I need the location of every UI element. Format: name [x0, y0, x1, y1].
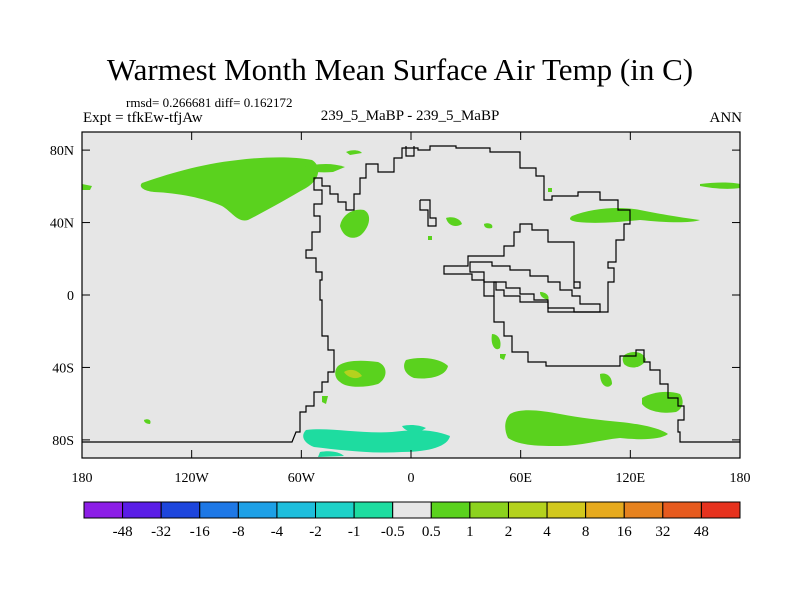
y-tick-label-3: 40S [52, 361, 74, 376]
colorbar-box-0 [83, 501, 124, 519]
colorbar-box-13 [585, 501, 625, 519]
colorbar: -48 -32 -16 -8 -4 -2 -1 -0.5 0.5 1 2 4 8 16 32 48 [83, 501, 741, 540]
green-field-north-america [340, 209, 370, 238]
coastline-island-mid [419, 199, 437, 227]
x-tick-label-2: 60W [288, 471, 316, 486]
colorbar-label-7: -0.5 [381, 524, 405, 540]
colorbar-box-6 [315, 501, 355, 519]
green-field-small-f [144, 419, 151, 424]
x-tick-label-0: 180 [72, 471, 93, 486]
coastline-main-continent [82, 145, 631, 443]
coastline-island-north [405, 146, 415, 157]
colorbar-box-4 [237, 501, 278, 519]
green-field-southern-east [642, 391, 683, 413]
green-field-indian-ocean [600, 373, 612, 387]
colorbar-box-15 [662, 501, 702, 519]
coastlines [82, 145, 740, 443]
y-tick-label-4: 80S [52, 434, 74, 449]
green-field-east-edge [700, 182, 740, 189]
colorbar-label-1: -32 [151, 524, 171, 540]
green-field-south-america-1 [335, 360, 386, 387]
colorbar-box-9 [430, 501, 471, 519]
green-field-asia-north [570, 208, 700, 223]
coastline-inner-sea [469, 261, 601, 313]
y-tick-label-0: 80N [50, 144, 74, 159]
colorbar-box-11 [507, 501, 548, 519]
x-tick-label-5: 120E [616, 471, 646, 486]
y-tick-label-1: 40N [50, 217, 74, 232]
x-tick-label-4: 60E [509, 471, 532, 486]
season-label: ANN [709, 110, 743, 126]
colorbar-box-1 [122, 501, 162, 519]
cyan-field-2 [402, 424, 426, 433]
green-field-north-small [346, 150, 362, 155]
green-anomaly-fields [82, 150, 740, 446]
green-field-west-edge [82, 184, 92, 190]
colorbar-label-2: -16 [190, 524, 210, 540]
experiment-label: Expt = tfkEw-tfjAw [83, 110, 203, 126]
period-label: 239_5_MaBP - 239_5_MaBP [320, 108, 500, 124]
colorbar-label-6: -1 [348, 524, 361, 540]
cyan-field-1 [303, 429, 450, 453]
colorbar-label-3: -8 [232, 524, 245, 540]
colorbar-label-12: 8 [582, 524, 590, 540]
green-field-small-e [322, 396, 328, 404]
chart-title: Warmest Month Mean Surface Air Temp (in … [106, 52, 694, 87]
green-field-south-pac-2 [500, 354, 506, 360]
stats-line: rmsd= 0.266681 diff= 0.162172 [126, 95, 293, 110]
x-tick-label-1: 120W [175, 471, 210, 486]
colorbar-label-0: -48 [113, 524, 133, 540]
cyan-field-3 [318, 451, 344, 457]
coastline-south-arm [493, 296, 740, 443]
colorbar-label-10: 2 [505, 524, 513, 540]
colorbar-label-15: 48 [694, 524, 709, 540]
green-field-southern-belt [505, 410, 668, 446]
colorbar-label-13: 16 [617, 524, 633, 540]
colorbar-box-7 [353, 501, 394, 519]
colorbar-box-3 [199, 501, 239, 519]
colorbar-box-14 [623, 501, 664, 519]
colorbar-label-11: 4 [543, 524, 551, 540]
colorbar-box-12 [546, 501, 587, 519]
green-field-greenland-east [140, 157, 319, 221]
green-field-small-b [484, 223, 493, 229]
yellow-green-core [344, 369, 362, 379]
x-tick-label-3: 0 [408, 471, 415, 486]
cyan-anomaly-fields [303, 424, 450, 457]
green-field-south-america-2 [404, 358, 448, 379]
colorbar-label-4: -4 [271, 524, 284, 540]
colorbar-box-8 [392, 501, 432, 519]
green-field-small-c [428, 236, 432, 240]
green-field-south-pac-1 [491, 334, 501, 350]
colorbar-label-5: -2 [309, 524, 322, 540]
x-axis: 180 120W 60W 0 60E 120E 180 [72, 132, 751, 486]
colorbar-box-5 [276, 501, 317, 519]
x-tick-label-6: 180 [730, 471, 751, 486]
colorbar-box-16 [700, 501, 741, 519]
green-field-small-a [446, 217, 462, 226]
y-axis: 80N 40N 0 40S 80S [50, 144, 740, 449]
colorbar-label-14: 32 [655, 524, 670, 540]
colorbar-label-9: 1 [466, 524, 474, 540]
green-field-tiny-1 [548, 188, 552, 192]
y-tick-label-2: 0 [67, 289, 74, 304]
green-field-small-d [540, 292, 549, 300]
green-field-arctic-strip [300, 164, 345, 173]
colorbar-box-2 [160, 501, 201, 519]
colorbar-label-8: 0.5 [422, 524, 441, 540]
colorbar-box-10 [469, 501, 509, 519]
